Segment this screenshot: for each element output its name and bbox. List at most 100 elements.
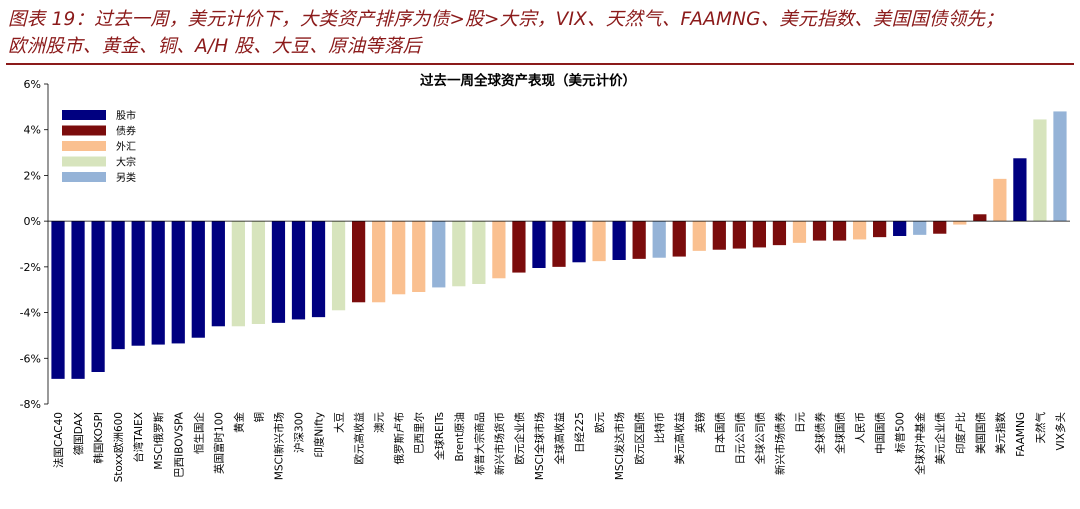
y-tick-label: -2% (20, 261, 41, 274)
category-label: 美元高收益 (673, 412, 686, 465)
category-label: 美元企业债 (934, 412, 947, 465)
y-tick-label: -8% (20, 398, 41, 411)
category-label: 俄罗斯卢布 (393, 412, 406, 465)
category-label: 英国富时100 (212, 412, 225, 474)
bar (291, 221, 306, 320)
category-label: 日元 (794, 412, 806, 433)
bar (832, 221, 847, 241)
figure-caption-line-2: 欧洲股市、黄金、铜、A/H 股、大豆、原油等落后 (8, 36, 422, 57)
category-label: FAAMNG (1015, 412, 1027, 457)
bar (1033, 119, 1047, 222)
bar (51, 221, 65, 379)
bar (372, 221, 386, 303)
bar (993, 178, 1007, 222)
bar (933, 221, 947, 234)
bar (852, 221, 867, 240)
category-label: 标普大宗商品 (473, 412, 486, 475)
bar (211, 221, 225, 327)
category-label: 欧元高收益 (353, 412, 366, 465)
category-label: 恒生国企 (192, 412, 205, 454)
category-label: 比特币 (653, 412, 666, 444)
category-label: 全球REITs (433, 412, 446, 460)
bar (552, 221, 566, 267)
bar (612, 221, 626, 260)
category-label: VIX多头 (1054, 412, 1067, 450)
legend-label: 大宗 (116, 156, 136, 169)
category-label: 天然气 (1034, 412, 1047, 444)
legend-swatch (62, 172, 106, 182)
bar (672, 221, 686, 257)
bar (1053, 111, 1067, 222)
category-label: 德国DAX (72, 412, 85, 455)
category-label: MSCI全球市场 (533, 412, 546, 480)
bar (492, 221, 506, 279)
category-label: 印度卢比 (954, 412, 967, 454)
y-tick-label: -6% (20, 352, 41, 365)
category-label: 全球国债 (834, 412, 847, 454)
bar (271, 221, 286, 323)
category-label: 欧元企业债 (513, 412, 526, 465)
bar (412, 221, 426, 292)
category-label: 新兴市场债券 (773, 412, 786, 475)
bar (1013, 158, 1027, 222)
bar (71, 221, 85, 379)
category-label: 英镑 (693, 412, 706, 433)
bar (311, 221, 326, 318)
category-label: 澳元 (373, 412, 386, 433)
y-tick-label: 0% (24, 215, 41, 228)
bar (171, 221, 185, 344)
legend-label: 外汇 (116, 140, 136, 153)
bar (392, 221, 406, 295)
category-label: 日经225 (573, 412, 586, 453)
bar (652, 221, 666, 258)
category-label: 欧元区国债 (633, 412, 646, 465)
bar-series (51, 111, 1067, 379)
category-label: 韩国KOSPI (92, 412, 105, 464)
category-label: 印度Nifty (313, 412, 326, 458)
bar (692, 221, 706, 251)
bar (151, 221, 165, 345)
category-label: 新兴市场货币 (493, 412, 506, 475)
y-tick-label: 6% (24, 78, 41, 91)
bar (973, 214, 987, 222)
bar (131, 221, 145, 346)
figure-caption: 图表 19：过去一周，美元计价下，大类资产排序为债>股>大宗，VIX、天然气、F… (8, 6, 1072, 60)
category-label: 沪深300 (292, 412, 305, 453)
bar (792, 221, 807, 243)
legend-label: 债券 (116, 125, 136, 138)
category-label: 铜 (253, 412, 265, 423)
category-label: Brent原油 (453, 412, 466, 462)
bar (772, 221, 787, 246)
category-label: 日元公司债 (733, 412, 746, 465)
category-labels: 法国CAC40 德国DAX 韩国KOSPI Stoxx欧洲600 台湾TAIEX MSCI… (52, 411, 1067, 482)
y-axis: -8% -6% -4% -2% 0% 2% 4% 6% (20, 78, 49, 411)
category-label: 全球公司债 (753, 412, 766, 465)
category-label: 黄金 (232, 412, 245, 433)
bar (752, 221, 767, 248)
legend-swatch (62, 125, 106, 136)
category-label: 巴西里尔 (413, 412, 426, 454)
category-label: 台湾TAIEX (132, 412, 145, 463)
bar (732, 221, 746, 249)
bar (953, 221, 967, 225)
bar (812, 221, 827, 241)
category-label: MSCI新兴市场 (272, 412, 285, 480)
legend-swatch (62, 110, 106, 120)
bar (111, 221, 125, 350)
bar (632, 221, 646, 259)
category-label: MSCI俄罗斯 (152, 412, 165, 470)
category-label: 法国CAC40 (52, 412, 65, 468)
category-label: 日本国债 (713, 412, 726, 454)
bar (432, 221, 446, 288)
category-label: Stoxx欧洲600 (113, 412, 125, 482)
legend-label: 股市 (116, 109, 136, 122)
bar (472, 221, 486, 284)
chart-title: 过去一周全球资产表现（美元计价） (420, 72, 636, 89)
category-label: 欧元 (594, 412, 606, 433)
category-label: MSCI发达市场 (613, 412, 626, 480)
bar (231, 221, 245, 327)
bar (191, 221, 205, 338)
category-label: 美国国债 (974, 412, 987, 454)
